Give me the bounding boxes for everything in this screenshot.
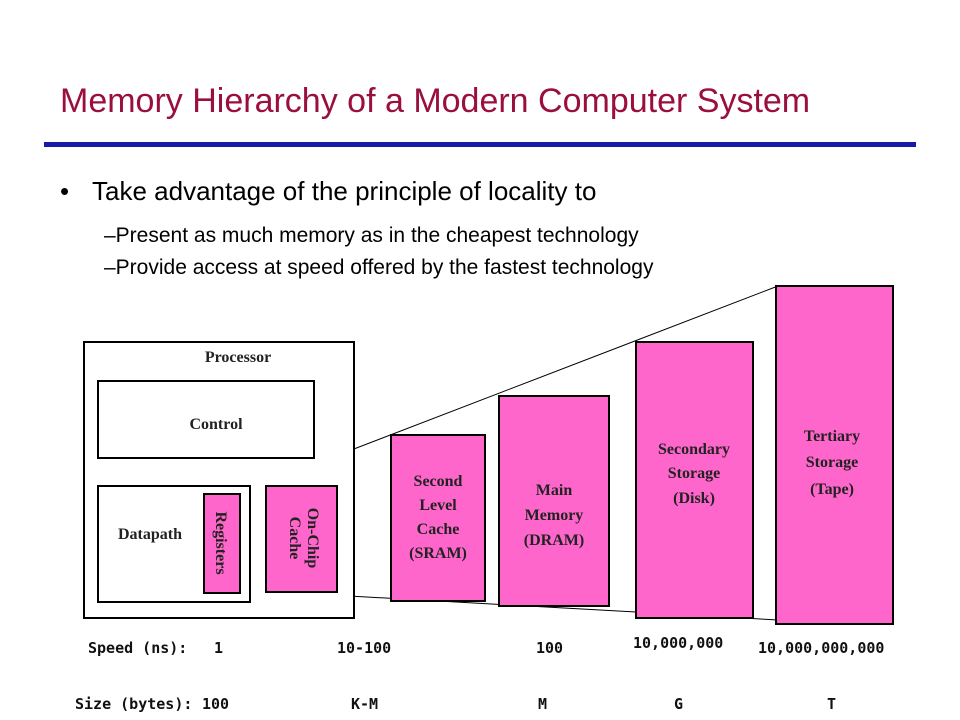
size-label: Size (bytes): — [75, 695, 192, 713]
slide-title: Memory Hierarchy of a Modern Computer Sy… — [60, 82, 811, 120]
secondary-storage-label-2: Storage — [668, 465, 720, 482]
secondary-storage-label-3: (Disk) — [673, 490, 715, 507]
control-label: Control — [189, 416, 243, 433]
speed-registers: 1 — [214, 639, 223, 657]
sub-bullet-fastest: –Provide access at speed offered by the … — [104, 256, 654, 279]
main-memory-label-2: Memory — [525, 507, 584, 524]
main-memory-box — [498, 395, 610, 607]
l2-cache-box — [390, 434, 486, 602]
title-underline — [44, 142, 916, 147]
main-memory-label-3: (DRAM) — [524, 532, 584, 549]
tertiary-storage-label-3: (Tape) — [810, 481, 854, 498]
onchip-cache-label-line1: On-Chip — [304, 508, 321, 569]
l2-cache-label-3: Cache — [417, 521, 460, 538]
bullet-marker: • — [60, 176, 70, 206]
size-disk: G — [674, 695, 683, 713]
registers-box — [203, 493, 241, 594]
tertiary-storage-label-1: Tertiary — [804, 428, 860, 445]
size-main-memory: M — [538, 695, 547, 713]
size-registers: 100 — [202, 695, 229, 713]
l2-cache-label-4: (SRAM) — [409, 545, 467, 562]
secondary-storage-box — [635, 341, 754, 619]
size-tape: T — [827, 695, 836, 713]
speed-main-memory: 100 — [536, 639, 563, 657]
speed-cache: 10-100 — [337, 639, 391, 657]
tertiary-storage-box — [775, 285, 894, 625]
onchip-cache-box — [265, 485, 338, 593]
sub-bullet-cheapest: –Present as much memory as in the cheape… — [104, 224, 639, 247]
speed-label: Speed (ns): — [88, 639, 187, 657]
onchip-cache-label-line2: Cache — [286, 517, 303, 560]
processor-label: Processor — [205, 349, 271, 366]
l2-cache-label-1: Second — [414, 473, 463, 490]
registers-label: Registers — [212, 511, 229, 574]
main-bullet: Take advantage of the principle of local… — [92, 176, 597, 206]
speed-disk: 10,000,000 — [633, 634, 723, 652]
secondary-storage-label-1: Secondary — [658, 441, 730, 458]
datapath-label: Datapath — [118, 526, 182, 543]
size-cache: K-M — [351, 695, 378, 713]
control-box — [97, 380, 315, 459]
speed-tape: 10,000,000,000 — [758, 639, 884, 657]
tertiary-storage-label-2: Storage — [806, 454, 858, 471]
l2-cache-label-2: Level — [419, 497, 457, 514]
main-memory-label-1: Main — [536, 482, 573, 499]
